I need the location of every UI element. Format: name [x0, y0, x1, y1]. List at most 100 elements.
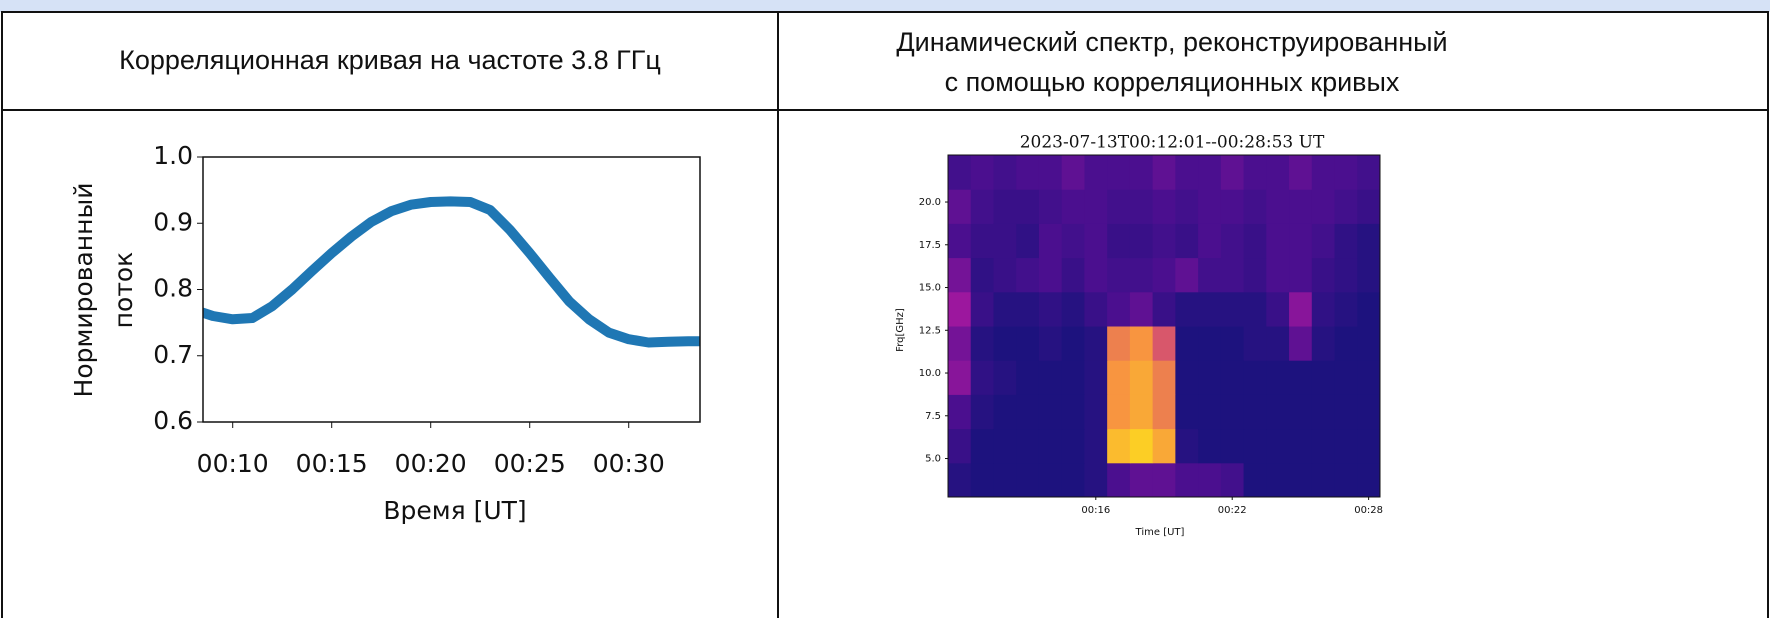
heatmap-cell	[1221, 429, 1244, 464]
y-tick-label: 20.0	[919, 197, 941, 208]
heatmap-cell	[1289, 394, 1312, 429]
heatmap-cell	[948, 429, 971, 464]
heatmap-cell	[1062, 258, 1085, 293]
heatmap-cell	[1312, 429, 1335, 464]
heatmap-cell	[1266, 463, 1289, 498]
heatmap-cell	[1266, 258, 1289, 293]
heatmap-cell	[1062, 292, 1085, 327]
heatmap-cell	[1153, 155, 1176, 190]
chart-title: 2023-07-13T00:12:01--00:28:53 UT	[1020, 133, 1325, 153]
heatmap-cell	[1312, 394, 1335, 429]
heatmap-cell	[1221, 292, 1244, 327]
heatmap-cell	[1107, 258, 1130, 293]
heatmap-cell	[971, 326, 994, 361]
heatmap-cell	[1153, 258, 1176, 293]
heatmap-cell	[1221, 189, 1244, 224]
heatmap-cell	[971, 394, 994, 429]
heatmap-cell	[1312, 463, 1335, 498]
heatmap-cell	[993, 394, 1016, 429]
heatmap-cell	[1107, 326, 1130, 361]
heatmap-cell	[1175, 429, 1198, 464]
heatmap-cell	[1198, 326, 1221, 361]
heatmap-cell	[1221, 463, 1244, 498]
heatmap-cell	[1084, 258, 1107, 293]
heatmap-cell	[948, 463, 971, 498]
heatmap-cell	[1039, 155, 1062, 190]
heatmap-cell	[1244, 394, 1267, 429]
heatmap-cell	[1016, 463, 1039, 498]
heatmap-cell	[1289, 429, 1312, 464]
heatmap-cell	[1357, 292, 1380, 327]
heatmap-cell	[1198, 223, 1221, 258]
heatmap-cell	[1312, 189, 1335, 224]
heatmap-cell	[1153, 429, 1176, 464]
heatmap-cell	[1244, 258, 1267, 293]
heatmap-cell	[948, 394, 971, 429]
heatmap-cell	[1130, 258, 1153, 293]
heatmap-cell	[1357, 394, 1380, 429]
heatmap-cell	[1198, 463, 1221, 498]
heatmap-cell	[1335, 394, 1358, 429]
heatmap-cell	[1357, 155, 1380, 190]
heatmap-cell	[971, 258, 994, 293]
header-cell: Корреляционная кривая на частоте 3.8 ГГц	[119, 45, 661, 75]
y-tick-label: 0.8	[153, 274, 193, 303]
header-cell: с помощью корреляционных кривых	[945, 67, 1400, 97]
x-tick-label: 00:25	[494, 449, 566, 478]
heatmap-cell	[1062, 394, 1085, 429]
heatmap-cell	[1244, 189, 1267, 224]
y-tick-label: 7.5	[925, 411, 941, 422]
heatmap-cell	[1266, 394, 1289, 429]
heatmap-cell	[1266, 155, 1289, 190]
heatmap-cell	[993, 292, 1016, 327]
heatmap-cell	[1289, 292, 1312, 327]
y-axis-label: Нормированный	[69, 183, 98, 398]
heatmap-cell	[1266, 189, 1289, 224]
heatmap-cell	[1289, 155, 1312, 190]
heatmap-cell	[1175, 258, 1198, 293]
heatmap-cell	[971, 360, 994, 395]
heatmap-cell	[1312, 155, 1335, 190]
heatmap-cell	[1175, 189, 1198, 224]
heatmap-cell	[1084, 292, 1107, 327]
heatmap-cell	[948, 223, 971, 258]
y-tick-label: 0.7	[153, 340, 193, 369]
y-tick-label: 12.5	[919, 325, 941, 336]
heatmap-cell	[1175, 155, 1198, 190]
heatmap-cell	[1130, 292, 1153, 327]
heatmap-cell	[1198, 155, 1221, 190]
heatmap-cell	[1357, 258, 1380, 293]
heatmap-cell	[1357, 326, 1380, 361]
heatmap-cell	[1357, 463, 1380, 498]
heatmap-cell	[1062, 429, 1085, 464]
heatmap-cell	[1312, 326, 1335, 361]
heatmap-cell	[1289, 258, 1312, 293]
heatmap-cell	[1244, 360, 1267, 395]
heatmap-cell	[1016, 223, 1039, 258]
heatmap-cell	[1107, 189, 1130, 224]
heatmap-cell	[1198, 189, 1221, 224]
heatmap-cell	[1130, 360, 1153, 395]
heatmap-cell	[1335, 292, 1358, 327]
heatmap-cell	[1221, 394, 1244, 429]
heatmap-cell	[1289, 463, 1312, 498]
y-axis-label: поток	[109, 252, 138, 329]
heatmap-cell	[1084, 360, 1107, 395]
heatmap-cell	[1130, 189, 1153, 224]
heatmap-cell	[1266, 326, 1289, 361]
heatmap-cell	[1130, 394, 1153, 429]
heatmap-cell	[1175, 463, 1198, 498]
chart-panel	[50, 120, 720, 618]
heatmap-cell	[1016, 429, 1039, 464]
heatmap-cell	[1357, 429, 1380, 464]
heatmap-cell	[1084, 155, 1107, 190]
heatmap-cell	[1335, 155, 1358, 190]
heatmap-cell	[993, 258, 1016, 293]
heatmap-cell	[1107, 223, 1130, 258]
heatmap-cell	[1039, 429, 1062, 464]
heatmap-cell	[1335, 258, 1358, 293]
heatmap-cell	[1175, 223, 1198, 258]
y-tick-label: 0.6	[153, 406, 193, 435]
y-tick-label: 1.0	[153, 141, 193, 170]
heatmap-cell	[1130, 429, 1153, 464]
